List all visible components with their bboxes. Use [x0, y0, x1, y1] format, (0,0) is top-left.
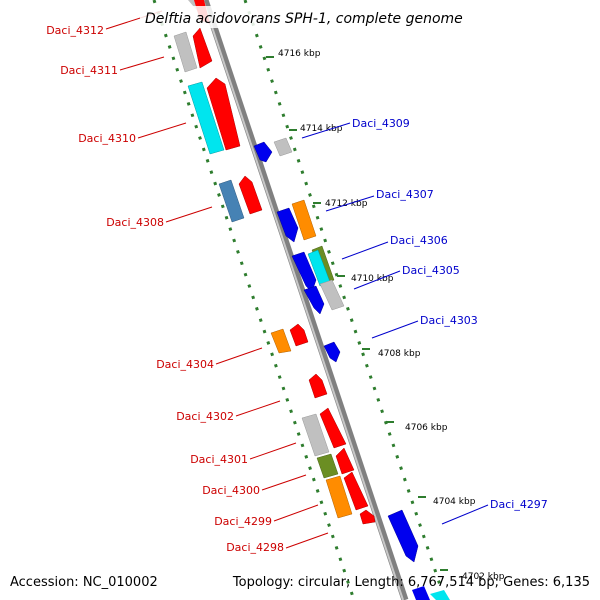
gene-arrow-daci-4306[interactable]: [291, 251, 317, 293]
gene-arrow-daci-4301[interactable]: [319, 407, 347, 449]
gene-arrow-daci-4308[interactable]: [238, 175, 263, 215]
scale-ticks: 4716 kbp 4714 kbp 4712 kbp 4710 kbp 4708…: [266, 49, 505, 582]
scale-tick-label: 4712 kbp: [325, 199, 368, 209]
gene-label[interactable]: Daci_4297: [490, 498, 548, 511]
gene-arrow-daci-4301-gray[interactable]: [301, 413, 330, 457]
gene-arrow-daci-4304[interactable]: [289, 323, 309, 347]
gene-label[interactable]: Daci_4308: [106, 216, 164, 229]
scale-tick-label: 4714 kbp: [300, 124, 343, 134]
title-backdrop: [140, 6, 458, 28]
scale-tick-label: 4716 kbp: [278, 49, 321, 59]
gene-arrow-daci-4299-orange[interactable]: [325, 475, 353, 519]
gene-label[interactable]: Daci_4306: [390, 234, 448, 247]
gene-arrow[interactable]: [412, 586, 430, 600]
genome-backbone-highlight: [202, 0, 404, 600]
gene-arrow-daci-4304-orange[interactable]: [270, 328, 292, 354]
left-tick-track: [152, 0, 356, 600]
genome-backbone: [201, 0, 409, 600]
gene-label[interactable]: Daci_4311: [60, 64, 118, 77]
topology-text: Topology: circular; Length: 6,767,514 bp…: [232, 575, 590, 590]
reverse-gene-labels: Daci_4312 Daci_4311 Daci_4310 Daci_4308 …: [46, 24, 284, 554]
scale-tick-label: 4706 kbp: [405, 423, 448, 433]
gene-arrow-daci-4309[interactable]: [253, 141, 273, 163]
gene-arrow[interactable]: [430, 590, 450, 600]
gene-label[interactable]: Daci_4307: [376, 188, 434, 201]
gene-arrow-daci-4297[interactable]: [387, 509, 419, 563]
gene-label[interactable]: Daci_4298: [226, 541, 284, 554]
accession-text: Accession: NC_010002: [10, 575, 158, 590]
gene-label[interactable]: Daci_4304: [156, 358, 214, 371]
forward-leader-lines: [301, 122, 489, 525]
gene-arrow-daci-4298[interactable]: [359, 509, 376, 525]
gene-label[interactable]: Daci_4303: [420, 314, 478, 327]
gene-label[interactable]: Daci_4309: [352, 117, 410, 130]
gene-label[interactable]: Daci_4301: [190, 453, 248, 466]
gene-arrow-daci-4308-steelblue[interactable]: [218, 179, 245, 223]
gene-arrow-daci-4310[interactable]: [206, 77, 241, 151]
gene-arrow-daci-4311-gray[interactable]: [173, 31, 198, 73]
scale-tick-label: 4704 kbp: [433, 497, 476, 507]
gene-label[interactable]: Daci_4310: [78, 132, 136, 145]
gene-arrow-daci-4300-olive[interactable]: [316, 453, 339, 479]
map-title: Delftia acidovorans SPH-1, complete geno…: [145, 11, 463, 27]
gene-label[interactable]: Daci_4299: [214, 515, 272, 528]
forward-strand-genes: [253, 137, 450, 600]
scale-tick-label: 4710 kbp: [351, 274, 394, 284]
gene-label[interactable]: Daci_4300: [202, 484, 260, 497]
gene-arrow-daci-4303[interactable]: [323, 341, 341, 363]
gene-arrow-daci-4311[interactable]: [192, 27, 213, 69]
reverse-strand-genes: [173, 0, 376, 525]
gene-label[interactable]: Daci_4305: [402, 264, 460, 277]
forward-gene-labels: Daci_4309 Daci_4307 Daci_4306 Daci_4305 …: [352, 117, 548, 511]
gene-arrow-daci-4302[interactable]: [308, 373, 328, 399]
gene-arrow-daci-4310-cyan[interactable]: [187, 81, 225, 155]
gene-arrow-daci-4305-gray[interactable]: [319, 279, 345, 311]
gene-label[interactable]: Daci_4312: [46, 24, 104, 37]
gene-arrow-daci-4307-orange[interactable]: [291, 199, 317, 241]
gene-arrow-daci-4305[interactable]: [303, 285, 325, 315]
gene-label[interactable]: Daci_4302: [176, 410, 234, 423]
gene-arrow-daci-4299[interactable]: [343, 471, 369, 511]
gene-arrow-daci-4300[interactable]: [335, 447, 355, 475]
scale-tick-label: 4702 kbp: [462, 572, 505, 582]
gene-arrow-daci-4309-gray[interactable]: [273, 137, 293, 157]
scale-tick-label: 4708 kbp: [378, 349, 421, 359]
gene-arrow-daci-4307[interactable]: [276, 207, 299, 243]
